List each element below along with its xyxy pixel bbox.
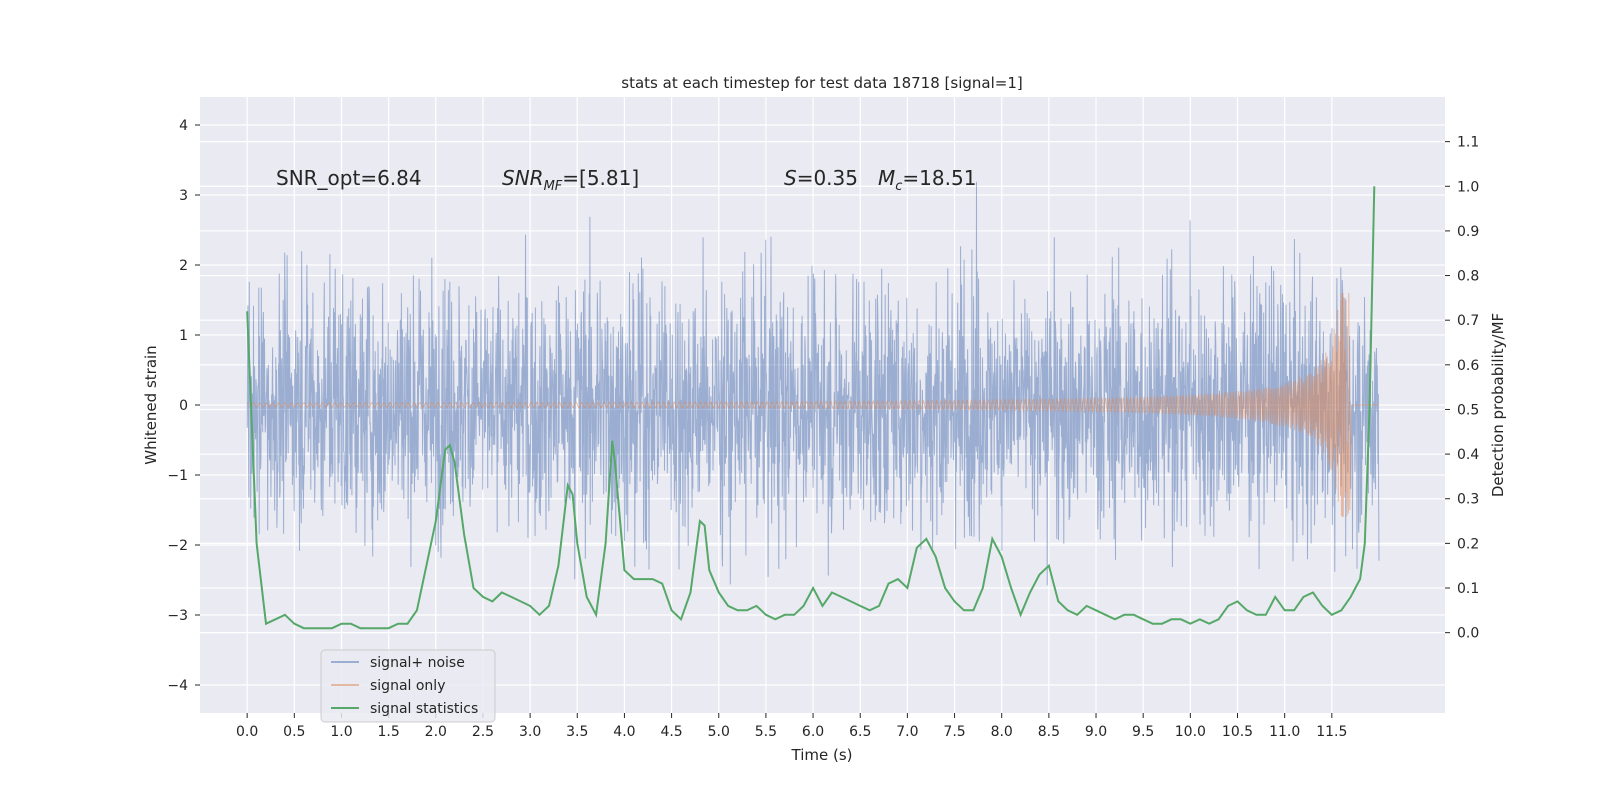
snr-mf-symbol: SNR (502, 166, 544, 190)
y-right-tick-label: 0.2 (1457, 536, 1479, 552)
legend-box (320, 649, 496, 723)
x-tick-label: 6.5 (849, 724, 871, 740)
x-tick-label: 7.0 (896, 724, 918, 740)
y-left-axis-label: Whitened strain (142, 345, 160, 464)
x-tick-label: 4.5 (660, 724, 682, 740)
signal-statistics-line (246, 186, 1376, 630)
y-left-axis-ticks: 4 3 2 1 0 −1 −2 −3 −4 (167, 118, 200, 694)
y-left-tick-label: 2 (179, 258, 188, 274)
y-right-tick-label: 0.9 (1457, 224, 1479, 240)
x-tick-label: 1.5 (378, 724, 400, 740)
y-right-tick-label: 0.1 (1457, 581, 1479, 597)
x-axis-ticks: 0.0 0.5 1.0 1.5 2.0 2.5 3.0 3.5 4.0 4.5 5.0 5.5 6.0 6… (236, 713, 1347, 740)
signal-only-trace (246, 292, 1379, 517)
x-tick-label: 8.5 (1038, 724, 1060, 740)
x-tick-label: 2.5 (472, 724, 494, 740)
s-value: =0.35 (797, 166, 858, 190)
legend-label-signal-only: signal only (370, 678, 445, 694)
legend-label-signal-noise: signal+ noise (370, 655, 465, 671)
mc-symbol: M (878, 166, 895, 190)
x-tick-label: 3.0 (519, 724, 541, 740)
y-right-axis-label: Detection probability/MF (1489, 313, 1507, 497)
chart-title: stats at each timestep for test data 187… (621, 74, 1022, 92)
x-tick-label: 10.5 (1222, 724, 1253, 740)
y-right-tick-label: 0.3 (1457, 492, 1479, 508)
x-tick-label: 0.0 (236, 724, 258, 740)
legend: signal+ noise signal only signal statist… (320, 649, 496, 723)
y-right-tick-label: 0.5 (1457, 402, 1479, 418)
x-tick-label: 7.5 (943, 724, 965, 740)
y-left-tick-label: −4 (167, 678, 188, 694)
x-tick-label: 11.5 (1316, 724, 1347, 740)
x-axis-label: Time (s) (791, 746, 853, 764)
snr-mf-value: =[5.81] (562, 166, 639, 190)
y-left-tick-label: 1 (179, 328, 188, 344)
mc-subscript: c (895, 179, 902, 194)
s-symbol: S (784, 166, 797, 190)
mc-value: =18.51 (902, 166, 976, 190)
snr-opt-annotation: SNR_opt=6.84 (276, 166, 422, 190)
y-right-tick-label: 0.8 (1457, 269, 1479, 285)
x-tick-label: 1.0 (330, 724, 352, 740)
x-tick-label: 5.0 (708, 724, 730, 740)
s-annotation: S=0.35 (784, 166, 858, 190)
x-tick-label: 6.0 (802, 724, 824, 740)
y-right-tick-label: 1.0 (1457, 179, 1479, 195)
y-right-tick-label: 1.1 (1457, 135, 1479, 151)
x-tick-label: 5.5 (755, 724, 777, 740)
x-tick-label: 9.0 (1085, 724, 1107, 740)
x-tick-label: 11.0 (1269, 724, 1300, 740)
signal-statistics-series (246, 186, 1376, 630)
y-left-tick-label: 3 (179, 188, 188, 204)
y-right-tick-label: 0.4 (1457, 447, 1479, 463)
y-left-tick-label: −1 (167, 468, 188, 484)
signal-noise-trace (246, 181, 1380, 586)
y-right-tick-label: 0.7 (1457, 313, 1479, 329)
mc-annotation: Mc=18.51 (878, 166, 976, 194)
legend-label-signal-statistics: signal statistics (370, 701, 478, 717)
x-tick-label: 10.0 (1175, 724, 1206, 740)
x-tick-label: 0.5 (283, 724, 305, 740)
x-tick-label: 3.5 (566, 724, 588, 740)
y-left-tick-label: −2 (167, 538, 188, 554)
x-tick-label: 4.0 (613, 724, 635, 740)
x-tick-label: 2.0 (425, 724, 447, 740)
y-left-tick-label: 0 (179, 398, 188, 414)
y-left-tick-label: −3 (167, 608, 188, 624)
x-tick-label: 8.0 (991, 724, 1013, 740)
x-tick-label: 9.5 (1132, 724, 1154, 740)
signal-only-series (246, 292, 1379, 517)
signal-noise-series (246, 181, 1380, 586)
snr-mf-subscript: MF (544, 179, 563, 194)
y-right-tick-label: 0.6 (1457, 358, 1479, 374)
y-right-axis-ticks: 1.1 1.0 0.9 0.8 0.7 0.6 0.5 0.4 0.3 0.2 0.1 0.0 (1445, 135, 1479, 642)
snr-mf-annotation: SNRMF=[5.81] (502, 166, 639, 194)
y-left-tick-label: 4 (179, 118, 188, 134)
y-right-tick-label: 0.0 (1457, 626, 1479, 642)
